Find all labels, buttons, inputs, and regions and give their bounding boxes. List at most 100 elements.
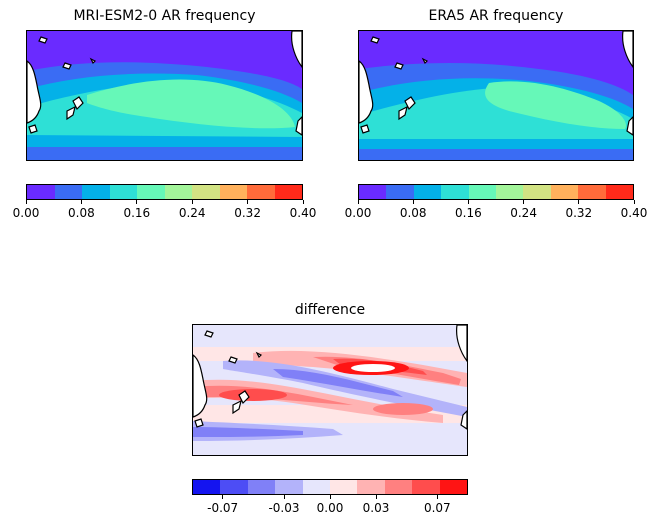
map-model-ar-frequency — [26, 30, 303, 161]
colorbar-tick-mark — [247, 200, 249, 204]
island-coast — [394, 62, 404, 70]
colorbar-segment — [357, 480, 385, 494]
colorbar-segment — [550, 185, 579, 199]
colorbar-segment — [468, 185, 497, 199]
colorbar-segment — [330, 480, 358, 494]
island-coast — [89, 57, 97, 65]
colorbar-segment — [27, 185, 55, 199]
south-america-coast — [456, 325, 467, 363]
map-era5-ar-frequency — [358, 30, 634, 161]
colorbar-tick-mark — [523, 200, 525, 204]
island-coast — [62, 62, 72, 70]
colorbar-tick-mark — [375, 495, 377, 499]
south-island-coast — [66, 105, 76, 121]
colorbar-tick-label: 0.00 — [344, 206, 372, 220]
colorbar-difference — [192, 479, 468, 495]
colorbar-segment — [412, 480, 440, 494]
south-island-coast — [232, 399, 242, 415]
colorbar-segment — [247, 185, 275, 199]
chart-title-model: MRI-ESM2-0 AR frequency — [73, 8, 256, 24]
island-coast — [38, 36, 48, 44]
colorbar-tick-mark — [302, 200, 304, 204]
contour-band — [27, 147, 302, 160]
colorbar-tick-label: 0.40 — [620, 206, 648, 220]
island-coast — [228, 356, 238, 364]
colorbar-tick-mark — [633, 200, 635, 204]
tasmania-coast — [28, 124, 38, 134]
colorbar-segment — [192, 185, 220, 199]
colorbar-tick-label: 0.40 — [289, 206, 317, 220]
colorbar-segment — [496, 185, 524, 199]
colorbar-tick-mark — [222, 495, 224, 499]
colorbar-tick-mark — [329, 495, 331, 499]
colorbar-model — [26, 184, 303, 200]
coastlines — [27, 31, 302, 136]
colorbar-segment — [275, 480, 303, 494]
colorbar-tick-label: 0.24 — [510, 206, 537, 220]
colorbar-segment — [247, 480, 276, 494]
south-america-coast — [626, 116, 633, 136]
colorbar-tick-mark — [283, 495, 285, 499]
colorbar-tick-label: 0.07 — [423, 501, 451, 515]
colorbar-segment — [384, 480, 413, 494]
colorbar-tick-mark — [412, 200, 414, 204]
colorbar-tick-label: 0.24 — [178, 206, 206, 220]
colorbar-tick-label: 0.16 — [123, 206, 151, 220]
map-model-svg — [27, 31, 302, 160]
island-coast — [421, 57, 429, 65]
colorbar-tick-mark — [136, 200, 138, 204]
south-america-coast — [291, 31, 302, 69]
colorbar-segment — [193, 480, 221, 494]
contour-band — [359, 149, 633, 160]
south-america-coast — [295, 116, 302, 136]
colorbar-tick-mark — [578, 200, 580, 204]
tasmania-coast — [360, 124, 370, 134]
chart-title-era5: ERA5 AR frequency — [428, 8, 564, 24]
colorbar-segment — [578, 185, 606, 199]
colorbar-tick-label: 0.00 — [12, 206, 40, 220]
south-america-coast — [460, 410, 467, 430]
coastlines — [359, 31, 633, 136]
colorbar-segment — [82, 185, 110, 199]
colorbar-segment — [164, 185, 192, 199]
colorbar-tick-mark — [80, 200, 82, 204]
colorbar-tick-label: -0.07 — [207, 501, 239, 515]
colorbar-segment — [109, 185, 137, 199]
colorbar-tick-label: 0.08 — [68, 206, 95, 220]
map-difference — [192, 324, 468, 456]
map-era5-svg — [359, 31, 633, 160]
map-difference-svg — [193, 325, 467, 455]
colorbar-segment — [441, 185, 469, 199]
colorbar-segment — [386, 185, 414, 199]
tasmania-coast — [194, 418, 204, 428]
colorbar-tick-mark — [357, 200, 359, 204]
colorbar-segment — [274, 185, 302, 199]
colorbar-tick-mark — [191, 200, 193, 204]
colorbar-segment — [302, 480, 331, 494]
colorbar-era5 — [358, 184, 634, 200]
contour-band — [359, 139, 633, 151]
coastlines — [193, 325, 467, 430]
colorbar-segment — [220, 480, 248, 494]
south-america-coast — [622, 31, 633, 69]
colorbar-tick-label: 0.32 — [234, 206, 261, 220]
colorbar-tick-label: 0.03 — [362, 501, 390, 515]
colorbar-tick-label: 0.16 — [455, 206, 482, 220]
australia-coast — [193, 354, 208, 418]
australia-coast — [27, 60, 42, 124]
australia-coast — [359, 60, 374, 124]
colorbar-segment — [54, 185, 82, 199]
south-island-coast — [398, 105, 408, 121]
chart-title-difference: difference — [294, 302, 366, 318]
contour-band — [87, 79, 295, 129]
island-coast — [255, 351, 263, 359]
colorbar-tick-mark — [436, 495, 438, 499]
colorbar-tick-label: 0.08 — [399, 206, 427, 220]
colorbar-segment — [359, 185, 387, 199]
colorbar-segment — [605, 185, 634, 199]
colorbar-tick-label: 0.32 — [565, 206, 593, 220]
colorbar-segment — [523, 185, 551, 199]
contour-band — [359, 130, 633, 141]
colorbar-segment — [137, 185, 165, 199]
colorbar-tick-label: -0.03 — [268, 501, 300, 515]
